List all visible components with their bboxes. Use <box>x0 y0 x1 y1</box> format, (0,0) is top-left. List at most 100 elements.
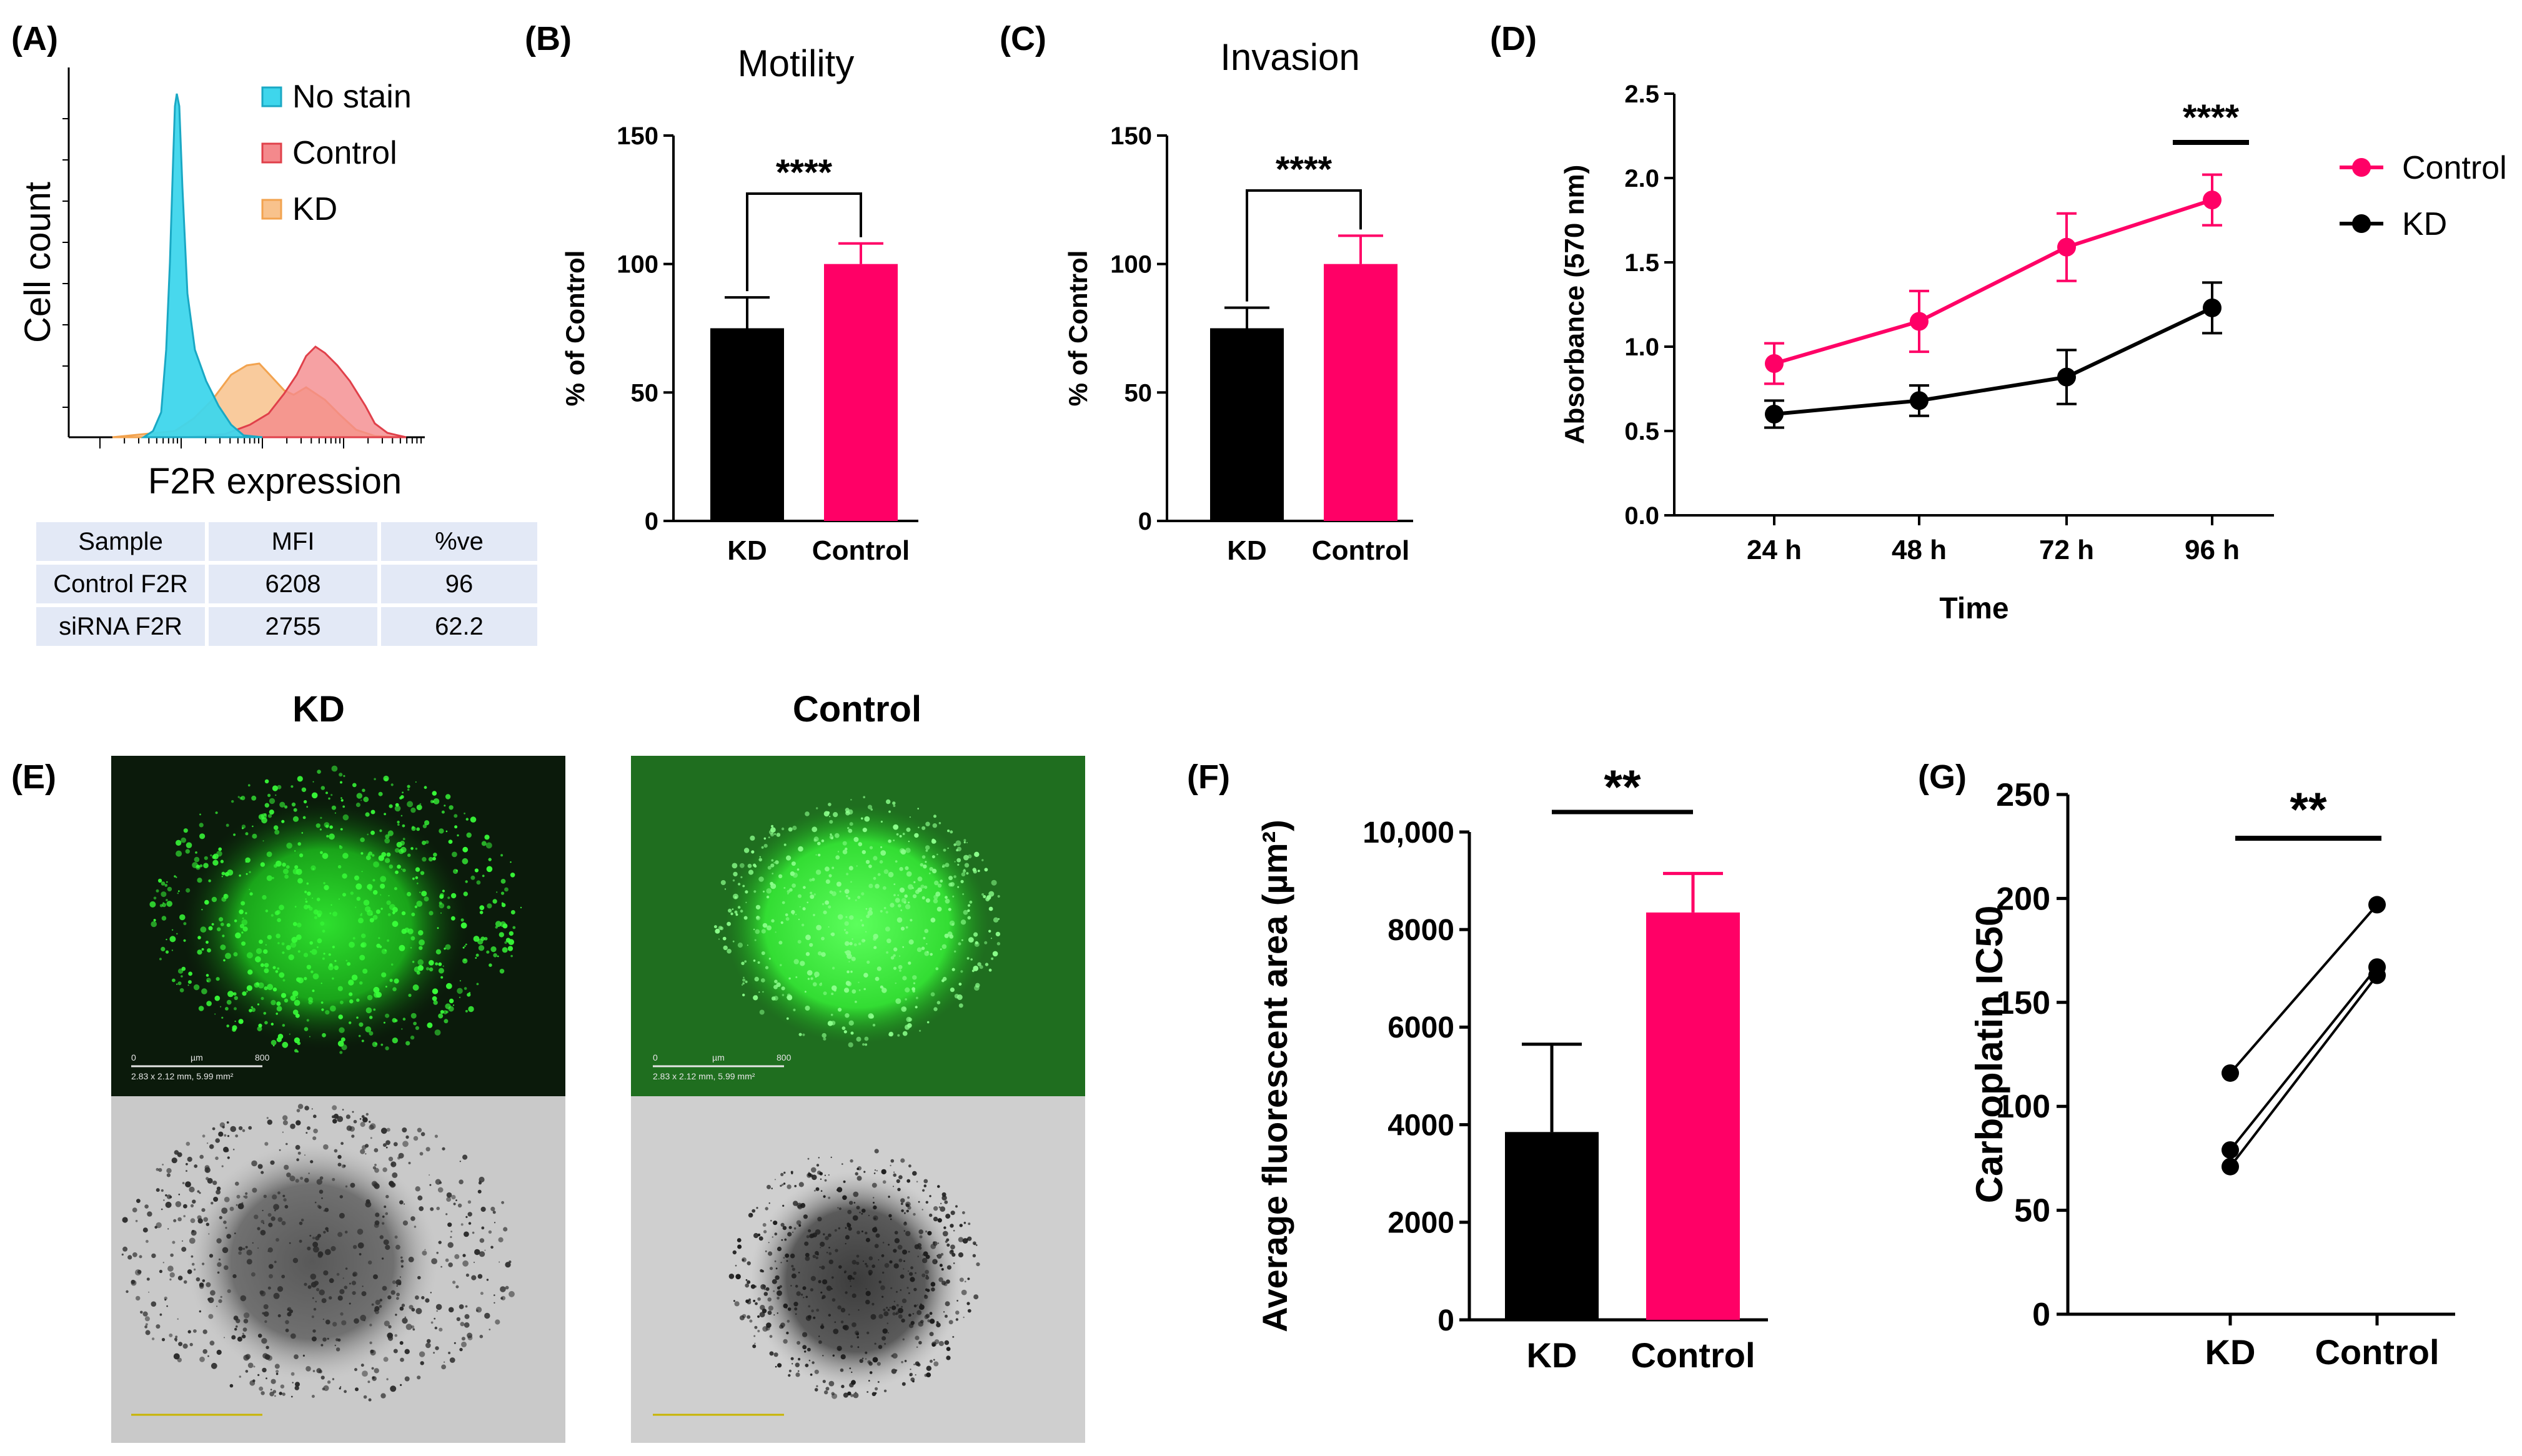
cell-speckle <box>195 851 197 854</box>
cell-speckle <box>915 1374 916 1376</box>
cell-speckle <box>415 848 418 850</box>
cell-speckle <box>220 1006 222 1008</box>
pair-line <box>2229 974 2378 1167</box>
cell-speckle <box>964 863 970 868</box>
cell-speckle <box>392 1018 397 1023</box>
cell-speckle <box>915 1272 916 1274</box>
cell-speckle <box>419 939 425 946</box>
cell-speckle <box>281 1221 286 1226</box>
cell-speckle <box>199 1284 204 1289</box>
cell-speckle <box>464 1314 470 1319</box>
cell-speckle <box>415 1295 419 1300</box>
cell-speckle <box>447 1242 454 1248</box>
cell-speckle <box>367 853 370 856</box>
cell-speckle <box>166 881 168 883</box>
cell-speckle <box>810 1233 815 1238</box>
cell-speckle <box>408 993 412 998</box>
cell-speckle <box>480 1292 484 1295</box>
cell-speckle <box>257 1026 262 1032</box>
cell-speckle <box>474 868 479 873</box>
cell-speckle <box>295 1120 301 1126</box>
cell-speckle <box>282 1120 288 1126</box>
cell-speckle <box>156 1167 159 1171</box>
cell-speckle <box>797 868 800 871</box>
cell-speckle <box>386 1378 389 1380</box>
cell-speckle <box>370 1137 372 1139</box>
cell-speckle <box>895 898 900 903</box>
cell-speckle <box>267 1286 271 1290</box>
cell-speckle <box>732 940 735 943</box>
cell-speckle <box>901 1305 903 1308</box>
cell-speckle <box>445 983 452 989</box>
data-point <box>2222 1064 2239 1082</box>
cell-speckle <box>282 951 285 954</box>
cell-speckle <box>871 1182 877 1188</box>
cell-speckle <box>823 811 830 817</box>
cell-speckle <box>737 1244 742 1249</box>
cell-speckle <box>342 853 349 859</box>
cell-speckle <box>940 1206 946 1212</box>
cell-speckle <box>405 1324 412 1330</box>
cell-speckle <box>264 1142 269 1146</box>
cell-speckle <box>303 953 309 958</box>
cell-speckle <box>349 1302 351 1305</box>
cell-speckle <box>361 871 363 873</box>
cell-speckle <box>171 949 174 951</box>
cell-speckle <box>727 949 732 954</box>
cell-speckle <box>416 901 423 907</box>
cell-speckle <box>917 1243 922 1247</box>
cell-speckle <box>502 947 508 953</box>
cell-speckle <box>360 800 362 801</box>
cell-speckle <box>492 1211 496 1214</box>
cell-speckle <box>884 1263 890 1268</box>
cell-speckle <box>161 1208 163 1211</box>
cell-speckle <box>374 778 376 781</box>
cell-speckle <box>323 1231 326 1234</box>
cell-speckle <box>412 984 419 991</box>
cell-speckle <box>325 791 328 795</box>
cell-speckle <box>448 1006 454 1012</box>
cell-speckle <box>156 1188 160 1192</box>
cell-speckle <box>433 1000 438 1005</box>
cell-speckle <box>895 860 898 863</box>
cell-speckle <box>800 961 805 966</box>
cell-speckle <box>896 1179 900 1184</box>
cell-speckle <box>395 870 399 874</box>
cell-speckle <box>157 878 162 883</box>
cell-speckle <box>257 1164 263 1169</box>
cell-speckle <box>810 1288 813 1292</box>
cell-speckle <box>983 895 986 898</box>
cell-speckle <box>251 795 257 801</box>
cell-speckle <box>877 1381 880 1383</box>
cell-speckle <box>249 1009 252 1013</box>
cell-speckle <box>988 906 993 911</box>
cell-speckle <box>780 1172 784 1176</box>
cell-speckle <box>274 1260 277 1264</box>
cell-speckle <box>393 1142 398 1147</box>
cell-speckle <box>266 851 272 857</box>
cell-speckle <box>901 1319 905 1323</box>
cell-speckle <box>868 1214 870 1217</box>
cell-speckle <box>981 893 985 896</box>
cell-speckle <box>242 1334 246 1339</box>
cell-speckle <box>390 1385 397 1392</box>
cell-speckle <box>742 978 746 982</box>
cell-speckle <box>893 947 898 952</box>
cell-speckle <box>272 785 278 791</box>
cell-speckle <box>874 1244 879 1249</box>
cell-speckle <box>841 1385 845 1389</box>
cell-speckle <box>486 950 490 954</box>
mfi-cell: 62.2 <box>381 607 537 646</box>
cell-speckle <box>339 1289 345 1294</box>
cell-speckle <box>169 936 176 943</box>
cell-speckle <box>204 1167 211 1173</box>
cell-speckle <box>445 1258 449 1262</box>
cell-speckle <box>753 928 755 931</box>
cell-speckle <box>874 1392 877 1395</box>
cell-speckle <box>828 1233 832 1237</box>
cell-speckle <box>465 1305 468 1308</box>
cell-speckle <box>216 1189 221 1195</box>
cell-speckle <box>921 826 926 830</box>
cell-speckle <box>997 894 1000 898</box>
cell-speckle <box>216 1238 222 1244</box>
